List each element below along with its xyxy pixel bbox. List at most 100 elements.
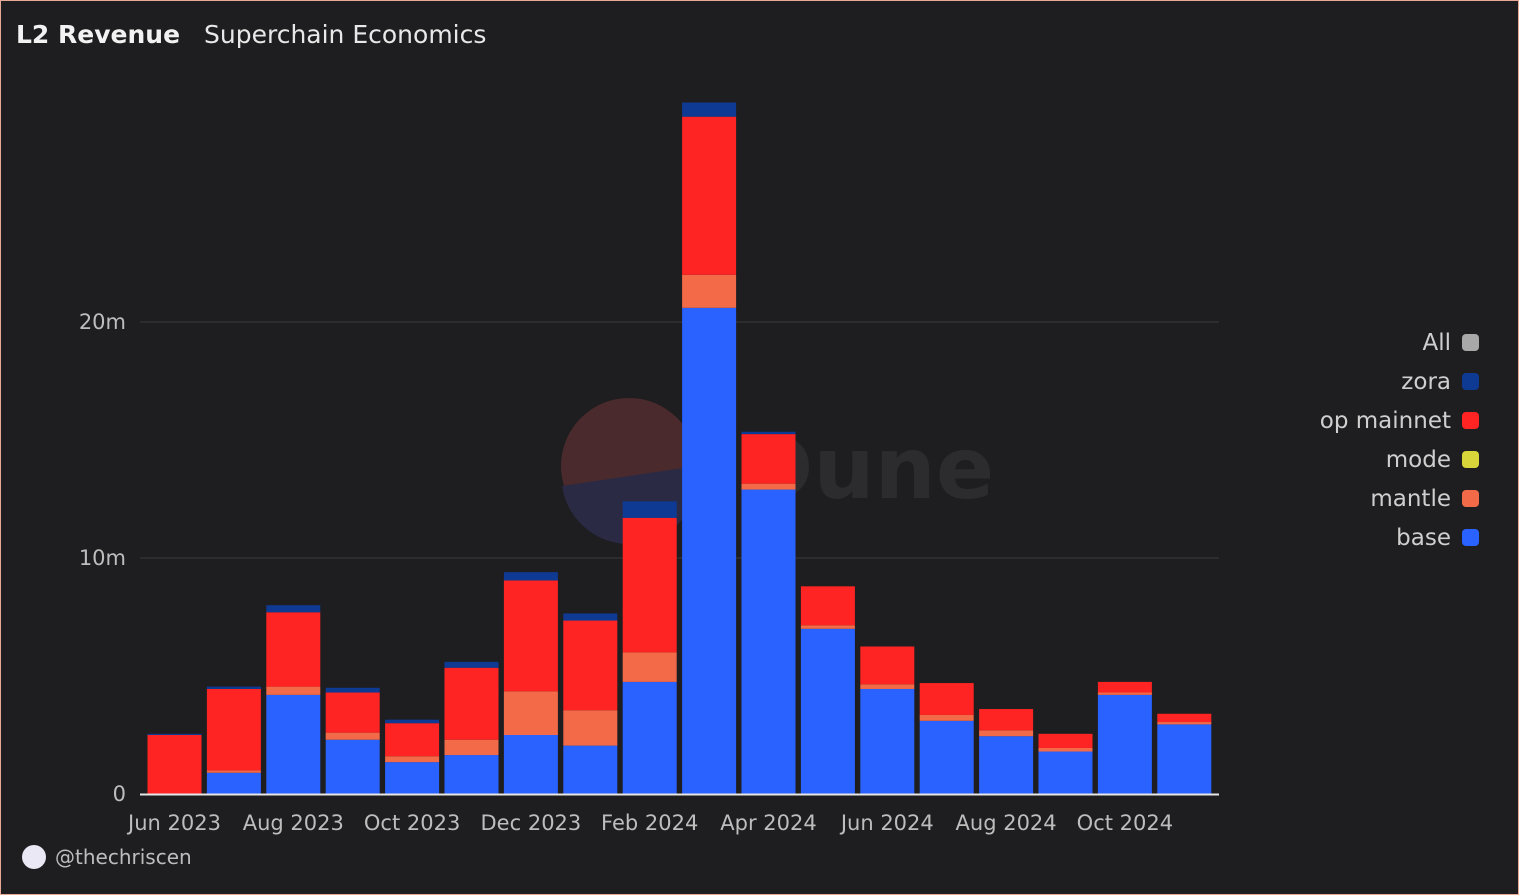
bar-segment-zora[interactable]: Aug 2023 · zora (266, 605, 321, 613)
bar-segment-mantle[interactable]: Aug 2024 · mantle (979, 730, 1034, 737)
bar-segment-base[interactable]: Jun 2024 · base (860, 688, 915, 794)
bar-segment-op-mainnet[interactable]: Sep 2023 · op mainnet (325, 692, 380, 733)
legend-label: mantle (1370, 485, 1451, 512)
x-tick-label: Dec 2023 (481, 811, 582, 835)
bar-segment-base[interactable]: Aug 2024 · base (979, 736, 1034, 794)
bar-segment-mantle[interactable]: Oct 2024 · mantle (1097, 692, 1152, 695)
bar-segment-mantle[interactable]: Aug 2023 · mantle (266, 686, 321, 695)
bar-segment-op-mainnet[interactable]: Oct 2024 · op mainnet (1097, 681, 1152, 693)
x-tick-label: Aug 2023 (243, 811, 344, 835)
legend-label: All (1422, 329, 1451, 356)
bar-segment-zora[interactable]: Dec 2023 · zora (503, 572, 558, 581)
bar-segment-op-mainnet[interactable]: Sep 2024 · op mainnet (1038, 733, 1093, 748)
bar-segment-zora[interactable]: Sep 2023 · zora (325, 687, 380, 693)
legend-item-all[interactable]: All (1320, 323, 1479, 362)
bar-segment-base[interactable]: Jul 2023 · base (206, 772, 261, 794)
legend-label: base (1396, 524, 1451, 551)
bar-segment-mantle[interactable]: Jul 2024 · mantle (919, 714, 974, 721)
bar-segment-base[interactable]: Dec 2023 · base (503, 735, 558, 794)
bar-segment-op-mainnet[interactable]: Feb 2024 · op mainnet (622, 517, 677, 653)
x-tick-label: Jun 2024 (839, 811, 934, 835)
bar-segment-op-mainnet[interactable]: Jul 2024 · op mainnet (919, 683, 974, 715)
legend-label: zora (1401, 368, 1451, 395)
x-tick-label: Aug 2024 (956, 811, 1057, 835)
bar-segment-zora[interactable]: Mar 2024 · zora (682, 102, 737, 117)
legend-swatch (1462, 451, 1479, 468)
x-tick-label: Oct 2023 (364, 811, 460, 835)
bar-segment-base[interactable]: Aug 2023 · base (266, 694, 321, 794)
bar-segment-mantle[interactable]: Nov 2023 · mantle (444, 739, 499, 756)
bar-segment-op-mainnet[interactable]: Jan 2024 · op mainnet (563, 620, 618, 711)
legend-label: mode (1385, 446, 1451, 473)
bar-segment-base[interactable]: May 2024 · base (800, 628, 855, 794)
bar-segment-op-mainnet[interactable]: Nov 2024 · op mainnet (1157, 713, 1212, 723)
bar-segment-base[interactable]: Oct 2024 · base (1097, 694, 1152, 794)
bar-segment-mantle[interactable]: Feb 2024 · mantle (622, 652, 677, 682)
x-tick-label: Jun 2023 (126, 811, 221, 835)
bar-segment-base[interactable]: Apr 2024 · base (741, 489, 796, 794)
bar-segment-mantle[interactable]: Jul 2023 · mantle (206, 770, 261, 773)
legend-item-mantle[interactable]: mantle (1320, 479, 1479, 518)
bar-segment-op-mainnet[interactable]: Jun 2023 · op mainnet (147, 735, 202, 794)
bar-segment-zora[interactable]: Jun 2023 · zora (147, 733, 202, 735)
legend-swatch (1462, 490, 1479, 507)
bar-segment-op-mainnet[interactable]: May 2024 · op mainnet (800, 586, 855, 626)
legend-swatch (1462, 412, 1479, 429)
bar-segment-zora[interactable]: Jul 2023 · zora (206, 686, 261, 689)
legend-item-op-mainnet[interactable]: op mainnet (1320, 401, 1479, 440)
bar-segment-mantle[interactable]: May 2024 · mantle (800, 625, 855, 629)
chart-title: L2 Revenue (16, 20, 181, 49)
bar-segment-op-mainnet[interactable]: Aug 2024 · op mainnet (979, 709, 1034, 731)
legend-swatch (1462, 373, 1479, 390)
bar-segment-mantle[interactable]: Jan 2024 · mantle (563, 710, 618, 746)
bar-segment-mantle[interactable]: Mar 2024 · mantle (682, 274, 737, 308)
legend-item-zora[interactable]: zora (1320, 362, 1479, 401)
bar-segment-zora[interactable]: Apr 2024 · zora (741, 431, 796, 435)
legend-label: op mainnet (1319, 407, 1451, 434)
bar-segment-mantle[interactable]: Nov 2024 · mantle (1157, 722, 1212, 725)
bar-segment-mantle[interactable]: Oct 2023 · mantle (385, 756, 440, 763)
bar-segment-base[interactable]: Jan 2024 · base (563, 745, 618, 794)
bar-segment-mantle[interactable]: Apr 2024 · mantle (741, 483, 796, 490)
bar-segment-mantle[interactable]: Dec 2023 · mantle (503, 691, 558, 735)
y-tick-label: 0 (113, 782, 126, 806)
bar-segment-base[interactable]: Mar 2024 · base (682, 307, 737, 794)
bar-segment-zora[interactable]: Nov 2023 · zora (444, 661, 499, 668)
bar-segment-base[interactable]: Feb 2024 · base (622, 681, 677, 794)
bar-segment-zora[interactable]: Jan 2024 · zora (563, 613, 618, 621)
bar-segment-zora[interactable]: Feb 2024 · zora (622, 501, 677, 518)
y-tick-label: 20m (79, 310, 126, 334)
legend-swatch (1462, 334, 1479, 351)
bar-segment-op-mainnet[interactable]: Oct 2023 · op mainnet (385, 723, 440, 757)
bar-segment-mantle[interactable]: Sep 2024 · mantle (1038, 747, 1093, 752)
author-handle: @thechriscen (55, 845, 192, 869)
chart-subtitle: Superchain Economics (204, 20, 487, 49)
bar-segment-op-mainnet[interactable]: Jun 2024 · op mainnet (860, 646, 915, 685)
x-tick-label: Oct 2024 (1077, 811, 1173, 835)
bar-segment-op-mainnet[interactable]: Mar 2024 · op mainnet (682, 116, 737, 275)
footer: @thechriscen (22, 845, 192, 869)
x-tick-label: Feb 2024 (601, 811, 698, 835)
bar-segment-op-mainnet[interactable]: Jul 2023 · op mainnet (206, 688, 261, 771)
chart-header: L2 Revenue Superchain Economics (16, 20, 486, 49)
bar-segment-mantle[interactable]: Jun 2024 · mantle (860, 684, 915, 689)
y-tick-label: 10m (79, 546, 126, 570)
bar-segment-op-mainnet[interactable]: Apr 2024 · op mainnet (741, 434, 796, 484)
legend-item-base[interactable]: base (1320, 518, 1479, 557)
bar-segment-base[interactable]: Nov 2023 · base (444, 755, 499, 794)
bar-segment-mantle[interactable]: Sep 2023 · mantle (325, 732, 380, 740)
bar-segment-op-mainnet[interactable]: Dec 2023 · op mainnet (503, 580, 558, 692)
legend-item-mode[interactable]: mode (1320, 440, 1479, 479)
bar-segment-base[interactable]: Jul 2024 · base (919, 720, 974, 794)
bar-segment-base[interactable]: Sep 2024 · base (1038, 751, 1093, 794)
bar-segment-zora[interactable]: Oct 2023 · zora (385, 719, 440, 724)
avatar (22, 845, 46, 869)
bar-segment-base[interactable]: Sep 2023 · base (325, 739, 380, 794)
x-tick-label: Apr 2024 (720, 811, 816, 835)
bar-segment-op-mainnet[interactable]: Nov 2023 · op mainnet (444, 667, 499, 740)
bar-segment-base[interactable]: Nov 2024 · base (1157, 724, 1212, 794)
bar-segment-base[interactable]: Oct 2023 · base (385, 762, 440, 794)
bar-segment-op-mainnet[interactable]: Aug 2023 · op mainnet (266, 612, 321, 687)
legend-swatch (1462, 529, 1479, 546)
